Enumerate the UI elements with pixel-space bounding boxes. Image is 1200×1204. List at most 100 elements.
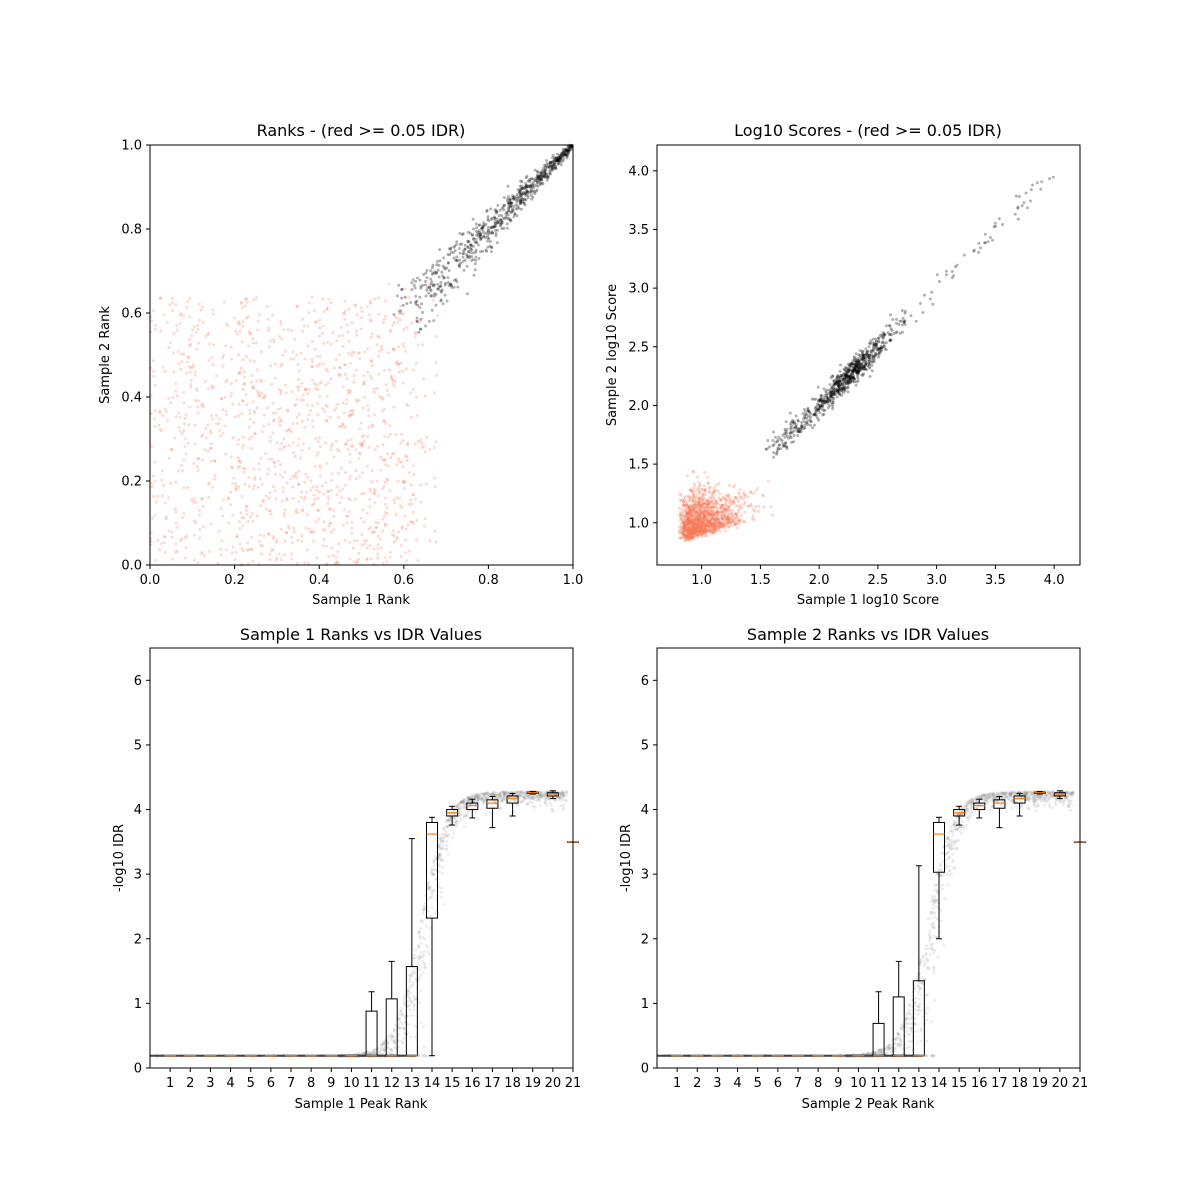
ranks-point-pass [424, 325, 427, 328]
ranks-point-fail [207, 483, 210, 486]
scores-point-pass [963, 254, 966, 257]
ranks-point-fail [351, 351, 354, 354]
ranks-point-fail [219, 548, 222, 551]
ranks-point-fail [366, 435, 369, 438]
idr1-point [443, 903, 446, 906]
ranks-point-fail [343, 363, 346, 366]
ranks-point-fail [251, 386, 254, 389]
ranks-point-fail [377, 494, 380, 497]
ranks-point-fail [247, 520, 250, 523]
scores-point-pass [772, 443, 775, 446]
ranks-point-fail [383, 485, 386, 488]
scores-point-pass [861, 358, 864, 361]
ranks-point-fail [330, 448, 333, 451]
ranks-point-pass [416, 317, 419, 320]
ranks-point-pass [435, 293, 438, 296]
ranks-point-fail [349, 499, 352, 502]
scores-point-fail [690, 530, 693, 533]
ranks-point-fail [318, 464, 321, 467]
idr1-point [412, 1008, 415, 1011]
ranks-point-pass [489, 240, 492, 243]
ranks-point-fail [154, 409, 157, 412]
ranks-point-fail [319, 395, 322, 398]
ranks-point-fail [280, 323, 283, 326]
ranks-point-fail [333, 366, 336, 369]
ranks-point-pass [435, 263, 438, 266]
ranks-point-pass [552, 154, 555, 157]
ranks-point-fail [326, 405, 329, 408]
ranks-point-fail [291, 541, 294, 544]
scores-point-pass [891, 318, 894, 321]
ranks-point-fail [292, 442, 295, 445]
ranks-point-fail [171, 558, 174, 561]
ranks-point-fail [303, 561, 306, 564]
ranks-point-fail [409, 392, 412, 395]
idr1-point [394, 1023, 397, 1026]
ranks-point-fail [290, 536, 293, 539]
scores-point-fail [706, 476, 709, 479]
ranks-point-fail [249, 412, 252, 415]
ranks-point-fail [282, 486, 285, 489]
ranks-point-fail [378, 395, 381, 398]
ranks-point-fail [287, 524, 290, 527]
ranks-point-fail [424, 395, 427, 398]
ranks-point-pass [435, 304, 438, 307]
scores-point-pass [930, 291, 933, 294]
ranks-point-fail [177, 412, 180, 415]
scores-point-pass [817, 386, 820, 389]
ranks-point-pass [534, 169, 537, 172]
ranks-point-fail [189, 386, 192, 389]
scores-point-pass [795, 425, 798, 428]
ranks-point-fail [409, 499, 412, 502]
ranks-point-fail [377, 543, 380, 546]
ranks-point-fail [174, 481, 177, 484]
scores-point-pass [945, 270, 948, 273]
ranks-point-fail [255, 380, 258, 383]
ranks-point-fail [242, 549, 245, 552]
ranks-point-fail [324, 481, 327, 484]
ranks-point-fail [178, 362, 181, 365]
ranks-xtick-label: 0.4 [309, 573, 330, 588]
ranks-point-fail [259, 504, 262, 507]
ranks-point-fail [160, 479, 163, 482]
scores-point-fail [730, 524, 733, 527]
ranks-point-fail [321, 332, 324, 335]
ranks-point-fail [399, 318, 402, 321]
ranks-point-pass [466, 265, 469, 268]
ranks-point-fail [314, 498, 317, 501]
ranks-point-pass [525, 198, 528, 201]
ranks-point-fail [210, 460, 213, 463]
scores-point-pass [793, 422, 796, 425]
ranks-point-fail [252, 487, 255, 490]
ranks-point-fail [304, 388, 307, 391]
ranks-point-fail [317, 497, 320, 500]
ranks-point-fail [204, 380, 207, 383]
ranks-point-fail [225, 549, 228, 552]
idr1-point [414, 967, 417, 970]
ranks-point-pass [439, 285, 442, 288]
scores-point-fail [708, 491, 711, 494]
ranks-point-pass [485, 210, 488, 213]
ranks-point-pass [456, 259, 459, 262]
ranks-point-fail [300, 540, 303, 543]
ranks-point-pass [484, 223, 487, 226]
idr1-point [441, 866, 444, 869]
scores-point-pass [766, 439, 769, 442]
ranks-point-fail [161, 366, 164, 369]
ranks-point-fail [282, 446, 285, 449]
ranks-point-fail [238, 520, 241, 523]
idr1-point [422, 1025, 425, 1028]
ranks-point-fail [250, 536, 253, 539]
ranks-point-fail [331, 472, 334, 475]
scores-points [678, 176, 1055, 543]
ranks-point-fail [386, 389, 389, 392]
ranks-point-fail [229, 491, 232, 494]
ranks-point-fail [321, 485, 324, 488]
ranks-point-fail [338, 374, 341, 377]
ranks-point-fail [402, 382, 405, 385]
ranks-point-fail [259, 457, 262, 460]
ranks-point-fail [354, 448, 357, 451]
scores-point-pass [825, 389, 828, 392]
ranks-point-pass [507, 195, 510, 198]
